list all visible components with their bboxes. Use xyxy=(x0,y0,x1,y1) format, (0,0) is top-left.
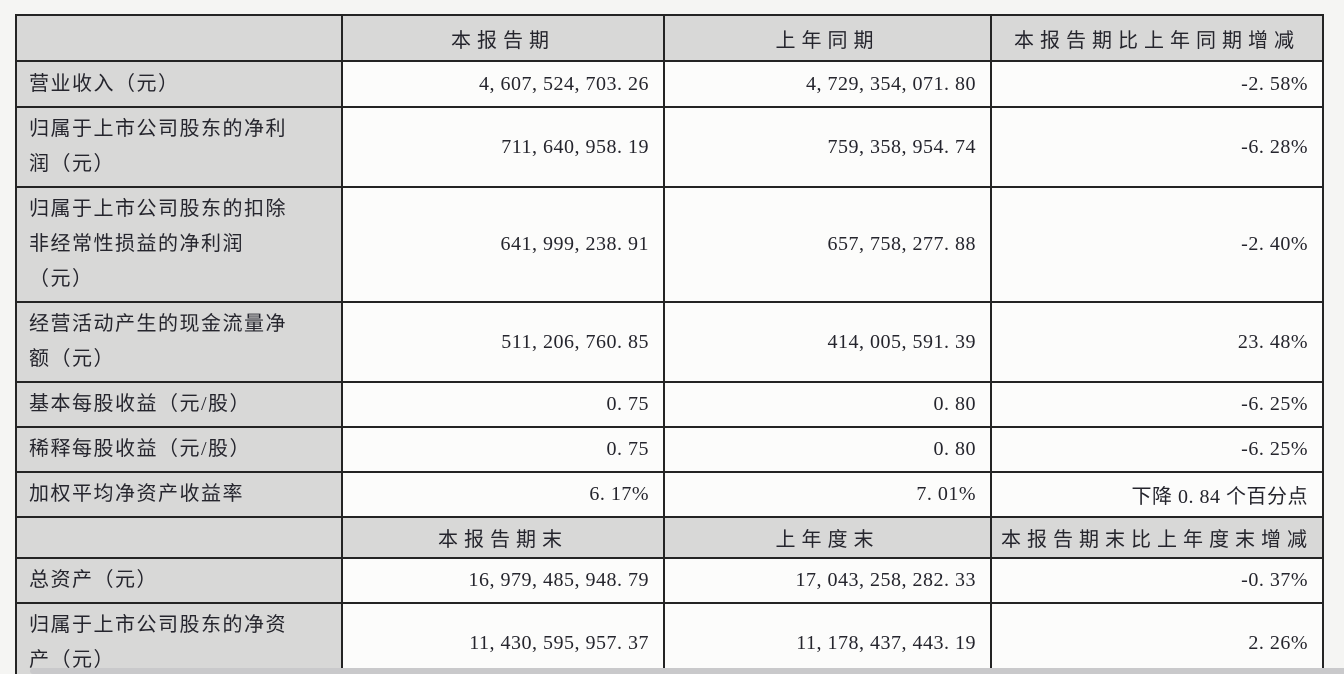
value-prior-period: 7. 01% xyxy=(663,471,992,518)
col-header-prior-period: 上年同期 xyxy=(663,14,992,62)
value-current-period: 0. 75 xyxy=(341,426,665,473)
value-current-period: 6. 17% xyxy=(341,471,665,518)
corner-cell-yearend xyxy=(15,516,343,559)
col-header-end-of-period: 本报告期末 xyxy=(341,516,665,559)
table-row-operating-revenue: 营业收入（元） 4, 607, 524, 703. 26 4, 729, 354… xyxy=(15,60,1324,108)
col-header-period-change: 本报告期比上年同期增减 xyxy=(990,14,1324,62)
value-prior-period: 759, 358, 954. 74 xyxy=(663,106,992,188)
value-change: 下降 0. 84 个百分点 xyxy=(990,471,1324,518)
table-row-diluted-eps: 稀释每股收益（元/股） 0. 75 0. 80 -6. 25% xyxy=(15,426,1324,473)
table-row-net-profit: 归属于上市公司股东的净利 润（元） 711, 640, 958. 19 759,… xyxy=(15,106,1324,188)
row-label: 总资产（元） xyxy=(15,557,343,604)
table-row-weighted-avg-roe: 加权平均净资产收益率 6. 17% 7. 01% 下降 0. 84 个百分点 xyxy=(15,471,1324,518)
table-row-net-assets: 归属于上市公司股东的净资 产（元） 11, 430, 595, 957. 37 … xyxy=(15,602,1324,674)
row-label: 稀释每股收益（元/股） xyxy=(15,426,343,473)
period-header-row: 本报告期 上年同期 本报告期比上年同期增减 xyxy=(15,14,1324,62)
value-prior-period: 657, 758, 277. 88 xyxy=(663,186,992,303)
value-current-period: 0. 75 xyxy=(341,381,665,428)
value-prior-period: 414, 005, 591. 39 xyxy=(663,301,992,383)
value-prior-period: 0. 80 xyxy=(663,426,992,473)
value-change: 2. 26% xyxy=(990,602,1324,674)
row-label: 归属于上市公司股东的净利 润（元） xyxy=(15,106,343,188)
value-change: -6. 25% xyxy=(990,426,1324,473)
table-row-total-assets: 总资产（元） 16, 979, 485, 948. 79 17, 043, 25… xyxy=(15,557,1324,604)
table-row-net-profit-excl-nonrecurring: 归属于上市公司股东的扣除 非经常性损益的净利润 （元） 641, 999, 23… xyxy=(15,186,1324,303)
col-header-yearend-change: 本报告期末比上年度末增减 xyxy=(990,516,1324,559)
row-label: 基本每股收益（元/股） xyxy=(15,381,343,428)
value-change: -6. 28% xyxy=(990,106,1324,188)
corner-cell-period xyxy=(15,14,343,62)
value-end-of-period: 16, 979, 485, 948. 79 xyxy=(341,557,665,604)
col-header-current-period: 本报告期 xyxy=(341,14,665,62)
row-label: 归属于上市公司股东的净资 产（元） xyxy=(15,602,343,674)
value-end-of-prior-year: 17, 043, 258, 282. 33 xyxy=(663,557,992,604)
col-header-end-of-prior-year: 上年度末 xyxy=(663,516,992,559)
value-current-period: 511, 206, 760. 85 xyxy=(341,301,665,383)
table-row-operating-cash-flow: 经营活动产生的现金流量净 额（元） 511, 206, 760. 85 414,… xyxy=(15,301,1324,383)
row-label: 归属于上市公司股东的扣除 非经常性损益的净利润 （元） xyxy=(15,186,343,303)
financial-summary-table: 本报告期 上年同期 本报告期比上年同期增减 营业收入（元） 4, 607, 52… xyxy=(15,14,1324,674)
value-end-of-prior-year: 11, 178, 437, 443. 19 xyxy=(663,602,992,674)
value-change: 23. 48% xyxy=(990,301,1324,383)
value-prior-period: 4, 729, 354, 071. 80 xyxy=(663,60,992,108)
value-prior-period: 0. 80 xyxy=(663,381,992,428)
yearend-header-row: 本报告期末 上年度末 本报告期末比上年度末增减 xyxy=(15,516,1324,559)
value-current-period: 641, 999, 238. 91 xyxy=(341,186,665,303)
row-label: 加权平均净资产收益率 xyxy=(15,471,343,518)
value-change: -6. 25% xyxy=(990,381,1324,428)
table-row-basic-eps: 基本每股收益（元/股） 0. 75 0. 80 -6. 25% xyxy=(15,381,1324,428)
bottom-edge-strip xyxy=(30,668,1344,674)
value-current-period: 711, 640, 958. 19 xyxy=(341,106,665,188)
row-label: 营业收入（元） xyxy=(15,60,343,108)
value-change: -2. 40% xyxy=(990,186,1324,303)
value-current-period: 4, 607, 524, 703. 26 xyxy=(341,60,665,108)
value-change: -0. 37% xyxy=(990,557,1324,604)
row-label: 经营活动产生的现金流量净 额（元） xyxy=(15,301,343,383)
value-change: -2. 58% xyxy=(990,60,1324,108)
value-end-of-period: 11, 430, 595, 957. 37 xyxy=(341,602,665,674)
